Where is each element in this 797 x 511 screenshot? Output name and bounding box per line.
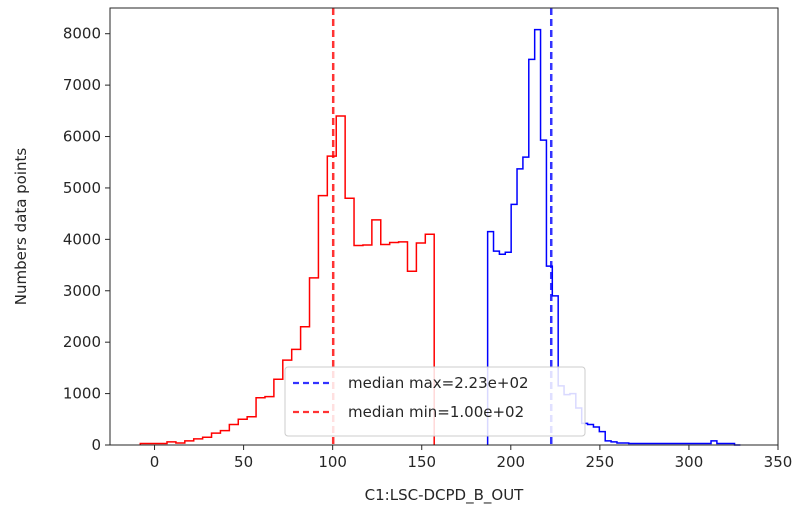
- x-tick-label: 300: [675, 453, 704, 471]
- y-tick-label: 6000: [63, 128, 101, 146]
- histogram-series-max: [486, 28, 741, 446]
- legend: median max=2.23e+02 median min=1.00e+02: [284, 366, 586, 437]
- x-axis-label: C1:LSC-DCPD_B_OUT: [365, 486, 525, 505]
- y-tick-label: 7000: [63, 76, 101, 94]
- legend-label-median-min: median min=1.00e+02: [348, 403, 524, 421]
- plot-frame: [109, 7, 779, 446]
- histogram-bars: [139, 28, 741, 446]
- y-tick-label: 0: [91, 436, 101, 454]
- x-tick-label: 100: [318, 453, 347, 471]
- legend-box: [284, 366, 586, 437]
- y-tick-label: 1000: [63, 385, 101, 403]
- histogram-series-min: [139, 115, 435, 445]
- x-tick-label: 200: [496, 453, 525, 471]
- x-tick-label: 150: [407, 453, 436, 471]
- y-tick-label: 5000: [63, 179, 101, 197]
- y-tick-label: 8000: [63, 25, 101, 43]
- x-tick-label: 350: [764, 453, 793, 471]
- legend-label-median-max: median max=2.23e+02: [348, 374, 529, 392]
- y-axis-label: Numbers data points: [12, 148, 30, 306]
- y-tick-label: 4000: [63, 230, 101, 248]
- x-tick-label: 50: [234, 453, 253, 471]
- y-tick-label: 2000: [63, 333, 101, 351]
- x-tick-label: 250: [586, 453, 615, 471]
- x-axis-ticks: 0 50 100 150 200 250 300 350: [150, 445, 793, 471]
- x-tick-label: 0: [150, 453, 160, 471]
- y-axis-ticks: 0 1000 2000 3000 4000 5000 6000 7000 8000: [63, 25, 110, 454]
- y-tick-label: 3000: [63, 282, 101, 300]
